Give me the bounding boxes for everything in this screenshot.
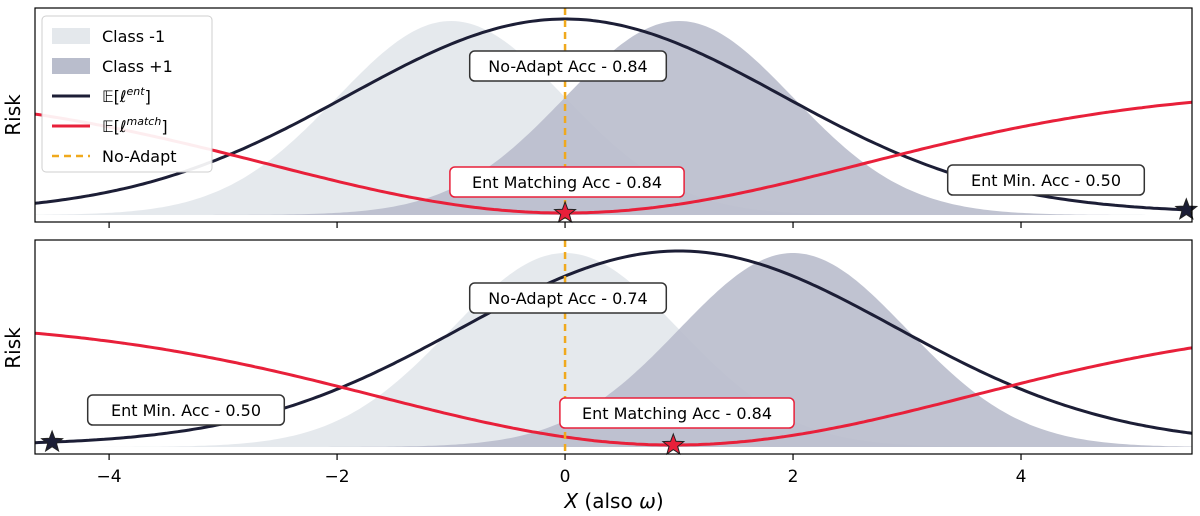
top-panel: Risk No-Adapt Acc - 0.84 Ent Matching Acc…: [1, 7, 1199, 228]
legend-label-main: No-Adapt: [102, 147, 177, 166]
ent-matching-annotation-box: [449, 166, 685, 198]
ent-min-annotation-text: Ent Min. Acc - 0.50: [111, 401, 261, 420]
x-axis-label-mid: (also: [578, 489, 639, 513]
x-tick-label: −2: [325, 467, 350, 487]
x-tick-label: −4: [97, 467, 122, 487]
ent-matching-star: [553, 200, 577, 224]
legend-label-main: 𝔼[ℓ: [102, 117, 127, 136]
legend-label-main: Class +1: [102, 57, 173, 76]
ent-min-annotation: Ent Min. Acc - 0.50: [86, 394, 286, 426]
x-tick-label: 4: [1016, 467, 1027, 487]
matching-risk-line: [35, 331, 1192, 447]
legend-box: [41, 15, 213, 173]
ent-min-annotation-box: [946, 164, 1146, 196]
no-adapt-annotation-text: No-Adapt Acc - 0.84: [488, 57, 647, 76]
legend-label-tail: ]: [161, 117, 167, 136]
no-adapt-annotation-box: [468, 50, 668, 82]
no-adapt-annotation: No-Adapt Acc - 0.74: [468, 282, 668, 314]
legend-swatch-class-pos: [52, 58, 90, 74]
legend-label: 𝔼[ℓent]: [102, 85, 151, 106]
ent-min-star: [40, 429, 64, 453]
class-pos-area: [35, 21, 1192, 215]
ent-min-annotation: Ent Min. Acc - 0.50: [946, 164, 1146, 196]
legend-label-tail: ]: [145, 87, 151, 106]
x-axis-label: X (also ω): [563, 489, 663, 513]
legend-label: Class +1: [102, 57, 173, 76]
panel-frame: [34, 7, 1193, 223]
x-tick-label: 2: [788, 467, 799, 487]
ent-matching-annotation: Ent Matching Acc - 0.84: [449, 166, 685, 198]
class-neg-area: [35, 21, 1192, 215]
no-adapt-annotation-box: [468, 282, 668, 314]
x-axis-label-close: ): [656, 489, 664, 513]
ent-matching-annotation: Ent Matching Acc - 0.84: [559, 397, 795, 429]
legend-label-main: Class -1: [102, 27, 165, 46]
no-adapt-annotation: No-Adapt Acc - 0.84: [468, 50, 668, 82]
ent-min-star: [1174, 197, 1199, 220]
x-axis-label-x: X: [563, 489, 579, 513]
bottom-panel: Risk No-Adapt Acc - 0.74 Ent Matching Acc…: [1, 239, 1193, 487]
ent-min-annotation-box: [86, 394, 286, 426]
legend-label-main: 𝔼[ℓ: [102, 87, 127, 106]
legend-label-sup: ent: [127, 85, 146, 98]
class-neg-area: [35, 253, 1192, 447]
legend-label: 𝔼[ℓmatch]: [102, 115, 168, 136]
legend-label-sup: match: [127, 115, 162, 128]
ent-matching-annotation-text: Ent Matching Acc - 0.84: [582, 404, 772, 423]
legend-label: Class -1: [102, 27, 165, 46]
matching-risk-line: [35, 100, 1192, 215]
top-ylabel: Risk: [1, 94, 25, 136]
class-pos-area: [35, 253, 1192, 447]
x-axis-label-omega: ω: [639, 489, 656, 513]
bottom-ylabel: Risk: [1, 327, 25, 369]
x-tick-label: 0: [560, 467, 571, 487]
panel-frame: [34, 239, 1193, 455]
ent-matching-annotation-box: [559, 397, 795, 429]
legend-label: No-Adapt: [102, 147, 177, 166]
ent-min-annotation-text: Ent Min. Acc - 0.50: [971, 171, 1121, 190]
no-adapt-annotation-text: No-Adapt Acc - 0.74: [488, 289, 647, 308]
ent-matching-annotation-text: Ent Matching Acc - 0.84: [472, 173, 662, 192]
legend-swatch-class-neg: [52, 28, 90, 44]
ent-matching-star: [661, 432, 686, 456]
